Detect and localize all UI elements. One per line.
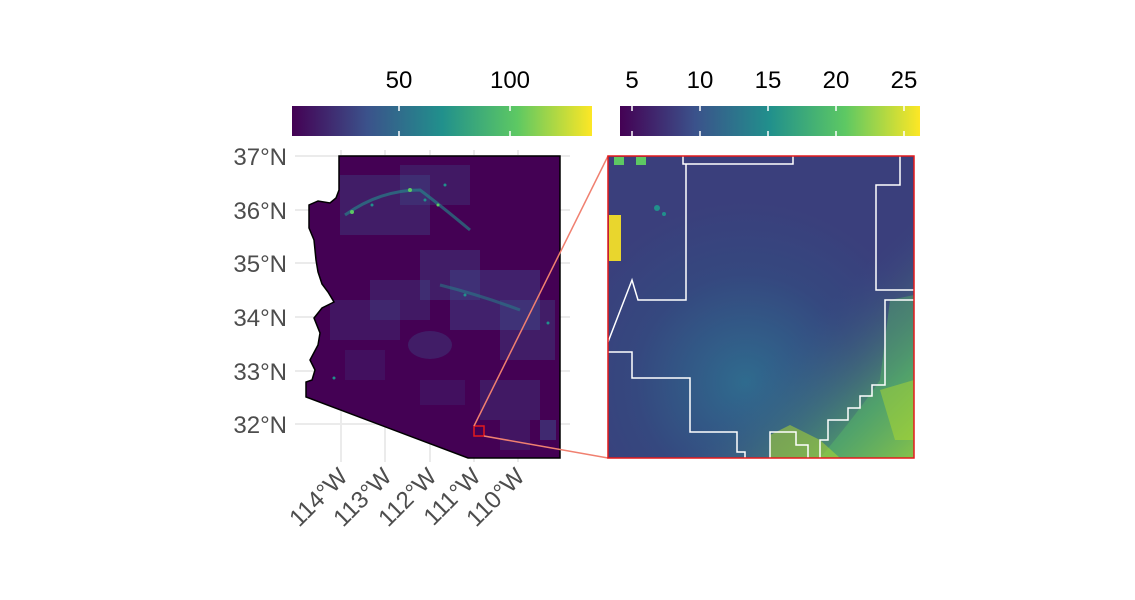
inset-connector-lines bbox=[473, 155, 609, 459]
inset-raster-map bbox=[607, 155, 915, 459]
lat-label-35n: 35°N bbox=[233, 251, 287, 278]
lat-label-32n: 32°N bbox=[233, 412, 287, 439]
inset-extent-marker bbox=[473, 425, 485, 437]
colorbar-right-tick-10: 10 bbox=[687, 67, 714, 94]
colorbar-left: 50 100 bbox=[292, 67, 592, 136]
boundary-lines bbox=[607, 156, 914, 458]
longitude-axis: 114°W 113°W 112°W 111°W 110°W bbox=[284, 463, 530, 532]
colorbar-right: 5 10 15 20 25 bbox=[620, 67, 920, 136]
colorbar-right-tick-5: 5 bbox=[625, 67, 638, 94]
lat-label-34n: 34°N bbox=[233, 305, 287, 332]
colorbar-left-tick-100: 100 bbox=[490, 67, 530, 94]
arizona-raster-map bbox=[305, 155, 561, 459]
latitude-axis: 37°N 36°N 35°N 34°N 33°N 32°N bbox=[233, 144, 287, 439]
lat-label-37n: 37°N bbox=[233, 144, 287, 171]
lat-label-33n: 33°N bbox=[233, 359, 287, 386]
colorbar-right-tick-20: 20 bbox=[823, 67, 850, 94]
lat-label-36n: 36°N bbox=[233, 198, 287, 225]
raster-texture bbox=[330, 165, 556, 450]
colorbar-right-tick-15: 15 bbox=[755, 67, 782, 94]
colorbar-right-tick-25: 25 bbox=[891, 67, 918, 94]
colorbar-left-tick-50: 50 bbox=[386, 67, 413, 94]
